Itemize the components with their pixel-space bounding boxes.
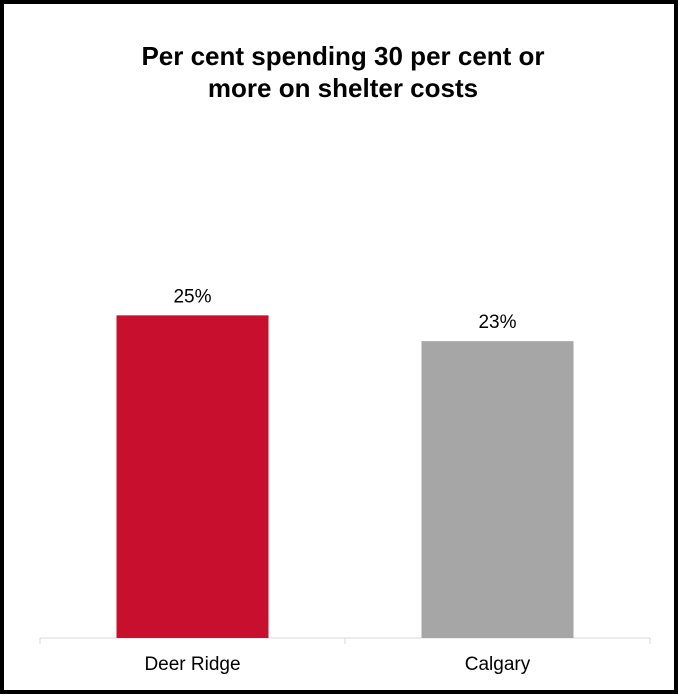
data-label: 25% xyxy=(173,286,211,307)
x-tick-label: Deer Ridge xyxy=(144,654,240,675)
chart-title-line-2: more on shelter costs xyxy=(207,73,479,103)
chart-title: Per cent spending 30 per cent or more on… xyxy=(4,40,678,104)
bar-calgary xyxy=(421,341,574,638)
data-label: 23% xyxy=(478,312,516,333)
bar-deer-ridge xyxy=(116,315,269,638)
chart-title-line-1: Per cent spending 30 per cent or xyxy=(141,41,545,71)
x-tick-label: Calgary xyxy=(465,654,531,675)
